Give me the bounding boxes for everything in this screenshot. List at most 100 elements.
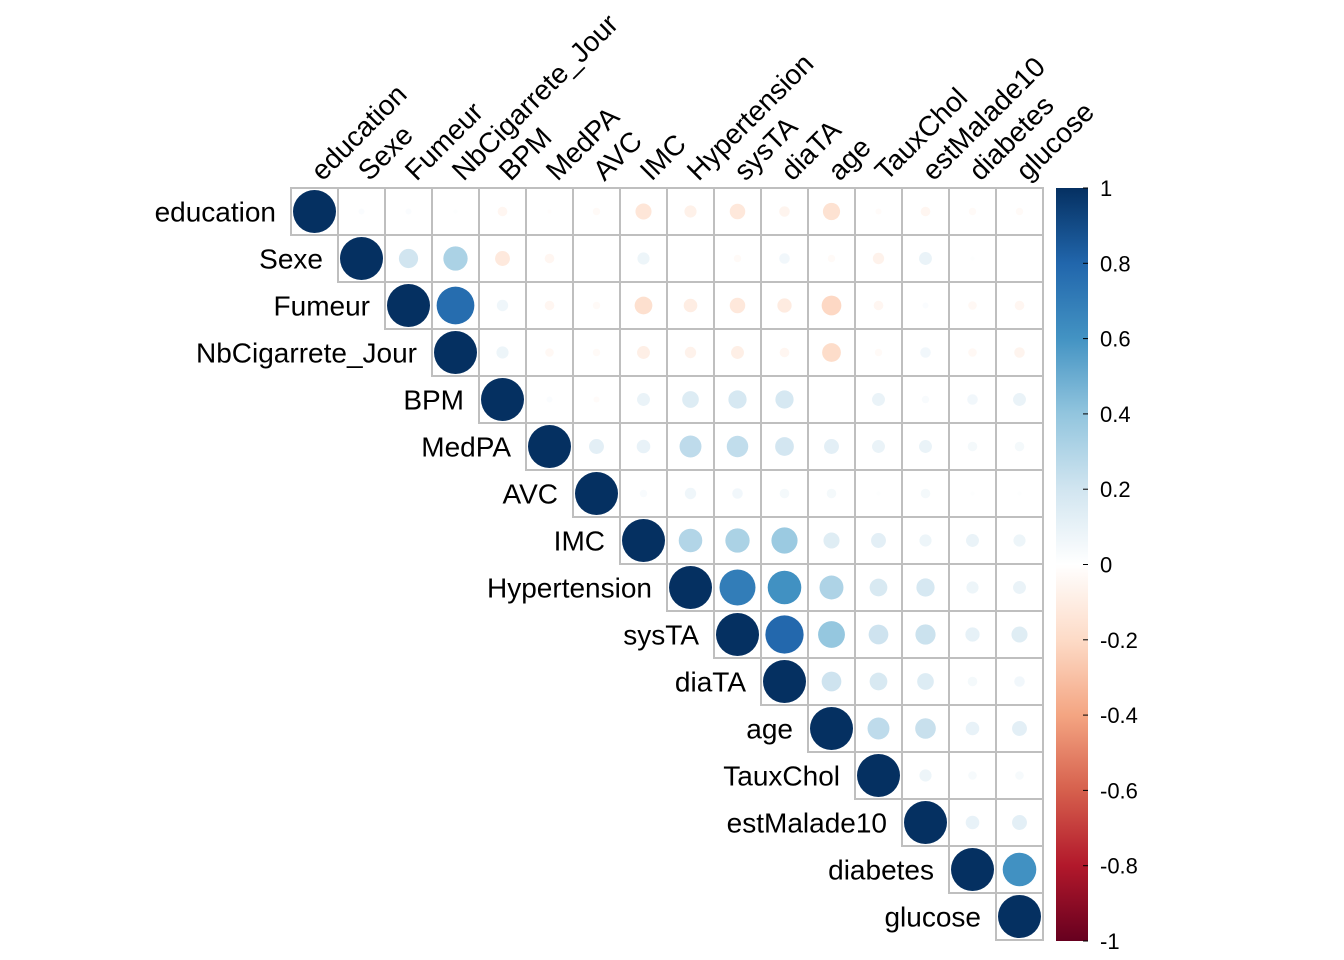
col-label-IMC: IMC [634, 128, 692, 186]
corr-circle-Sexe-age [827, 254, 836, 263]
corr-circle-BPM-BPM [481, 378, 524, 421]
corr-circle-Fumeur-Hypertension [683, 298, 698, 313]
corr-circle-TauxChol-diabetes [968, 771, 977, 780]
corr-circle-education-estMalade10 [920, 206, 931, 217]
corr-circle-glucose-glucose [998, 895, 1041, 938]
corr-circle-Fumeur-sysTA [729, 297, 746, 314]
corr-circle-TauxChol-glucose [1015, 771, 1024, 780]
corr-circle-AVC-age [826, 488, 837, 499]
corr-circle-AVC-Hypertension [684, 487, 697, 500]
corr-circle-age-TauxChol [867, 717, 890, 740]
corr-circle-education-TauxChol [875, 208, 882, 215]
corr-circle-education-Fumeur [405, 208, 412, 215]
corr-circle-AVC-TauxChol [876, 491, 881, 496]
corr-circle-Fumeur-glucose [1014, 300, 1025, 311]
corr-circle-diaTA-estMalade10 [917, 673, 934, 690]
corr-circle-Sexe-Sexe [340, 237, 383, 280]
row-label-diaTA: diaTA [675, 667, 746, 698]
colorbar-tick-label: -0.6 [1100, 778, 1138, 803]
corr-circle-education-NbCigarrete_Jour [453, 209, 458, 214]
corr-circle-Hypertension-estMalade10 [916, 578, 935, 597]
corr-circle-Hypertension-diaTA [767, 570, 802, 605]
corr-circle-BPM-MedPA [546, 396, 553, 403]
row-label-AVC: AVC [503, 479, 559, 510]
colorbar: 1 0.8 0.6 0.4 0.2 0 -0.2 -0.4 -0.6 -0.8 -1 [1056, 176, 1138, 954]
corr-circle-IMC-diaTA [771, 527, 798, 554]
corr-circle-education-IMC [635, 203, 652, 220]
corr-circle-BPM-estMalade10 [921, 395, 930, 404]
corr-circle-NbCigarrete_Jour-estMalade10 [920, 347, 931, 358]
corr-circle-NbCigarrete_Jour-AVC [592, 348, 601, 357]
corr-circle-AVC-diaTA [779, 488, 790, 499]
corr-circle-Hypertension-age [819, 575, 844, 600]
corr-circle-AVC-AVC [575, 472, 618, 515]
corr-circle-sysTA-TauxChol [868, 624, 889, 645]
corr-circle-MedPA-diabetes [967, 441, 978, 452]
colorbar-tick-label: -0.8 [1100, 854, 1138, 879]
colorbar-tick-label: 0.2 [1100, 477, 1131, 502]
corr-circle-IMC-sysTA [725, 528, 750, 553]
corr-circle-NbCigarrete_Jour-TauxChol [874, 348, 883, 357]
corr-circle-sysTA-glucose [1011, 626, 1028, 643]
corr-circle-IMC-estMalade10 [919, 534, 932, 547]
cell-Sexe-IMC [619, 234, 668, 283]
corr-circle-education-BPM [497, 206, 508, 217]
cell-Sexe-Hypertension [666, 234, 715, 283]
corr-circle-NbCigarrete_Jour-Hypertension [684, 346, 697, 359]
corr-circle-IMC-glucose [1013, 534, 1026, 547]
corr-circle-AVC-glucose [1017, 491, 1022, 496]
cell-education-estMalade10 [901, 187, 950, 236]
corr-circle-Hypertension-sysTA [719, 569, 756, 606]
corr-circle-BPM-TauxChol [872, 393, 885, 406]
corr-circle-Hypertension-diabetes [966, 581, 979, 594]
row-label-Sexe: Sexe [259, 244, 323, 275]
corr-circle-age-diabetes [965, 721, 980, 736]
corr-circle-estMalade10-diabetes [965, 815, 980, 830]
corr-circle-NbCigarrete_Jour-diabetes [968, 348, 977, 357]
corr-circle-MedPA-sysTA [726, 435, 749, 458]
corr-circle-diaTA-diabetes [967, 676, 978, 687]
row-label-sysTA: sysTA [623, 620, 699, 651]
cell-BPM-age [807, 375, 856, 424]
corr-circle-BPM-AVC [593, 396, 600, 403]
corr-circle-IMC-IMC [622, 519, 665, 562]
corr-circle-age-age [810, 707, 853, 750]
corr-circle-Fumeur-TauxChol [873, 300, 884, 311]
corr-circle-AVC-IMC [639, 489, 648, 498]
colorbar-tick-label: -0.4 [1100, 703, 1138, 728]
corr-circle-NbCigarrete_Jour-BPM [496, 346, 509, 359]
corr-circle-BPM-diabetes [967, 394, 978, 405]
corr-circle-AVC-diabetes [970, 491, 975, 496]
corr-circle-MedPA-AVC [589, 439, 604, 454]
row-label-estMalade10: estMalade10 [727, 808, 887, 839]
corr-circle-diabetes-diabetes [951, 848, 994, 891]
row-label-BPM: BPM [403, 385, 464, 416]
colorbar-gradient [1056, 188, 1088, 941]
corr-circle-diaTA-diaTA [763, 660, 806, 703]
corr-circle-sysTA-age [818, 621, 845, 648]
corr-circle-age-glucose [1012, 721, 1027, 736]
corr-circle-education-age [822, 202, 841, 221]
matrix-cells [290, 187, 1044, 941]
colorbar-tick-label: -0.2 [1100, 628, 1138, 653]
corr-circle-Sexe-NbCigarrete_Jour [443, 246, 468, 271]
corr-circle-sysTA-diaTA [765, 615, 804, 654]
cell-Sexe-glucose [995, 234, 1044, 283]
row-label-glucose: glucose [884, 902, 981, 933]
corr-circle-education-Sexe [358, 208, 365, 215]
corr-circle-Sexe-diaTA [779, 253, 790, 264]
corr-circle-Sexe-sysTA [733, 254, 742, 263]
row-label-Fumeur: Fumeur [274, 291, 370, 322]
corr-circle-BPM-glucose [1013, 393, 1026, 406]
corr-circle-Fumeur-Fumeur [387, 284, 430, 327]
corr-circle-Sexe-diabetes [970, 256, 975, 261]
corr-circle-estMalade10-estMalade10 [904, 801, 947, 844]
corr-circle-AVC-estMalade10 [920, 488, 931, 499]
corr-circle-NbCigarrete_Jour-sysTA [731, 346, 744, 359]
cell-education-IMC [619, 187, 668, 236]
corr-circle-Fumeur-AVC [592, 301, 601, 310]
corr-circle-education-Hypertension [684, 205, 697, 218]
corr-circle-education-education [293, 190, 336, 233]
corr-circle-diabetes-glucose [1002, 852, 1037, 887]
